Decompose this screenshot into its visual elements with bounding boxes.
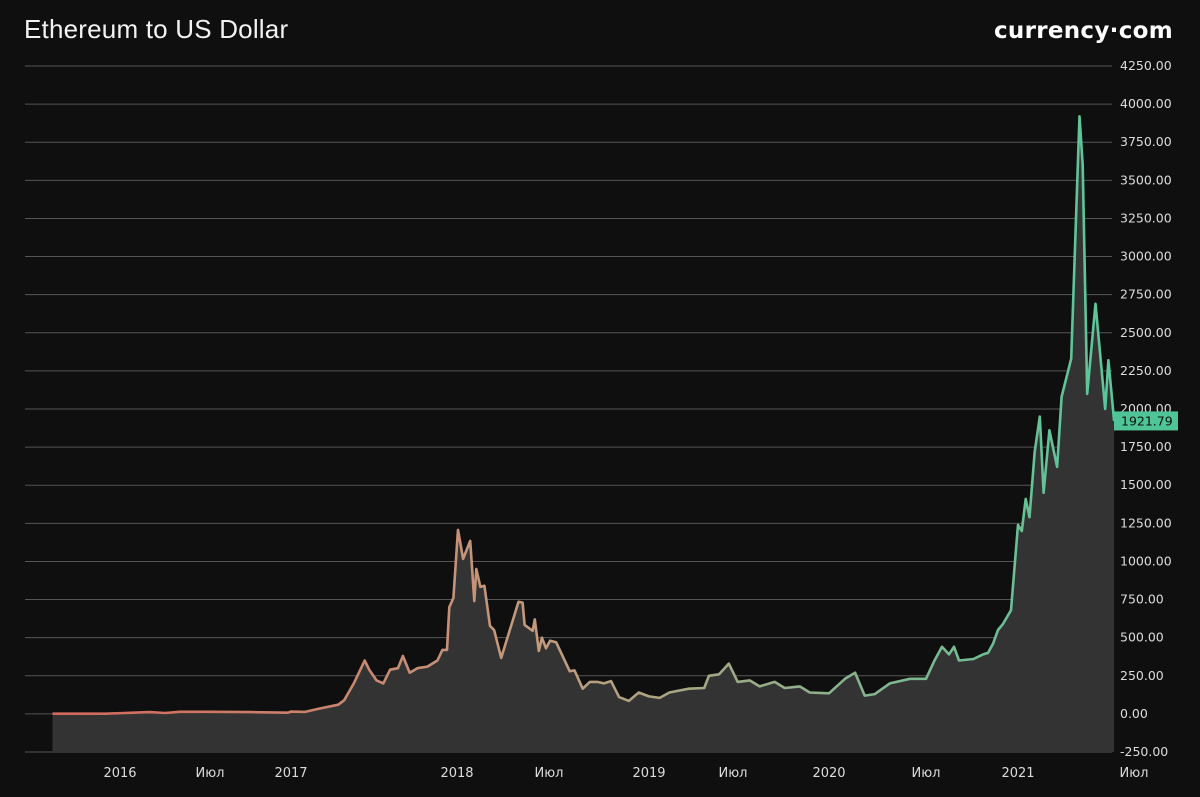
y-tick-label: 750.00 bbox=[1120, 592, 1164, 607]
y-tick-label: 1000.00 bbox=[1120, 553, 1172, 568]
currency-com-logo: currency·com bbox=[993, 18, 1173, 44]
x-tick-label: 2016 bbox=[103, 766, 136, 781]
price-area bbox=[52, 116, 1115, 753]
y-tick-label: 2750.00 bbox=[1120, 287, 1172, 302]
chart-title: Ethereum to US Dollar bbox=[24, 14, 289, 44]
y-tick-label: 1250.00 bbox=[1120, 515, 1172, 530]
x-tick-label: 2021 bbox=[1001, 766, 1034, 781]
y-tick-label: 250.00 bbox=[1120, 668, 1164, 683]
price-line bbox=[52, 115, 1116, 715]
x-tick-label: 2017 bbox=[274, 766, 307, 781]
y-axis: 4250.00 4000.00 3750.00 3500.00 3250.00 3000.… bbox=[1120, 58, 1172, 759]
y-tick-label: 500.00 bbox=[1120, 630, 1164, 645]
x-tick-label: Июл bbox=[912, 766, 941, 781]
x-tick-label: 2019 bbox=[632, 766, 665, 781]
gridlines bbox=[25, 65, 1112, 753]
y-tick-label: 2500.00 bbox=[1120, 325, 1172, 340]
x-axis: 2016 Июл 2017 2018 Июл 2019 Июл 2020 Июл 2021 Июл bbox=[103, 766, 1148, 781]
last-price-value: 1921.79 bbox=[1121, 413, 1173, 428]
y-tick-label: 1500.00 bbox=[1120, 477, 1172, 492]
y-tick-label: 4250.00 bbox=[1120, 58, 1172, 73]
y-tick-label: 3500.00 bbox=[1120, 172, 1172, 187]
x-tick-label: 2018 bbox=[440, 766, 473, 781]
y-tick-label: 4000.00 bbox=[1120, 96, 1172, 111]
y-tick-label: 3750.00 bbox=[1120, 134, 1172, 149]
y-tick-label: 1750.00 bbox=[1120, 439, 1172, 454]
y-tick-label: 3000.00 bbox=[1120, 249, 1172, 264]
x-tick-label: Июл bbox=[1120, 766, 1149, 781]
x-tick-label: Июл bbox=[719, 766, 748, 781]
y-tick-label: -250.00 bbox=[1120, 744, 1168, 759]
x-tick-label: 2020 bbox=[812, 766, 845, 781]
y-tick-label: 0.00 bbox=[1120, 706, 1148, 721]
last-price-label: 1921.79 bbox=[1114, 411, 1178, 431]
x-tick-label: Июл bbox=[196, 766, 225, 781]
y-tick-label: 2250.00 bbox=[1120, 363, 1172, 378]
x-tick-label: Июл bbox=[535, 766, 564, 781]
y-tick-label: 3250.00 bbox=[1120, 210, 1172, 225]
